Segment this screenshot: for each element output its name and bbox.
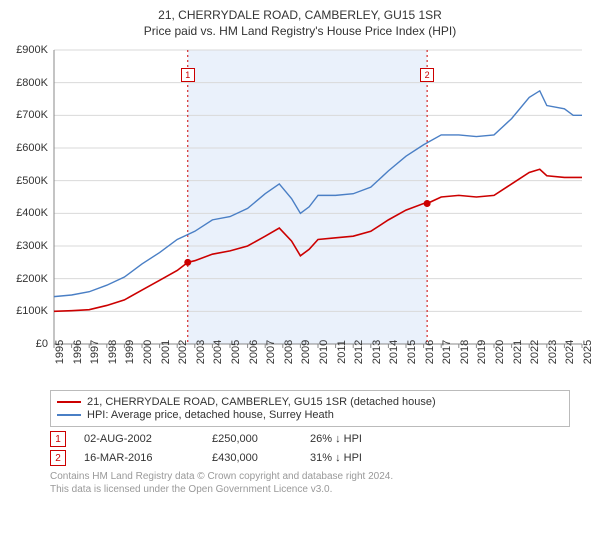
x-tick-label: 2013 [371, 340, 383, 364]
x-tick-label: 2023 [547, 340, 559, 364]
x-tick-label: 2011 [336, 340, 348, 364]
annotation-date: 02-AUG-2002 [84, 433, 194, 445]
x-tick-label: 2019 [476, 340, 488, 364]
x-tick-label: 2009 [300, 340, 312, 364]
x-tick-label: 2001 [160, 340, 172, 364]
x-tick-label: 2005 [230, 340, 242, 364]
footer-line-2: This data is licensed under the Open Gov… [50, 483, 570, 496]
annotation-marker: 1 [50, 431, 66, 447]
annotation-price: £250,000 [212, 433, 292, 445]
x-tick-label: 1999 [124, 340, 136, 364]
legend-label: 21, CHERRYDALE ROAD, CAMBERLEY, GU15 1SR… [87, 396, 436, 408]
annotation-row: 1 02-AUG-2002 £250,000 26% ↓ HPI [50, 431, 570, 447]
annotations-table: 1 02-AUG-2002 £250,000 26% ↓ HPI 2 16-MAR-201… [50, 431, 570, 466]
y-tick-label: £600K [8, 142, 48, 154]
x-tick-label: 2018 [459, 340, 471, 364]
x-tick-label: 2006 [248, 340, 260, 364]
footer-line-1: Contains HM Land Registry data © Crown c… [50, 470, 570, 483]
chart-container: 21, CHERRYDALE ROAD, CAMBERLEY, GU15 1SR… [0, 0, 600, 500]
legend-row: HPI: Average price, detached house, Surr… [57, 409, 563, 421]
y-tick-label: £0 [8, 338, 48, 350]
chart-marker-1: 1 [181, 68, 195, 82]
legend: 21, CHERRYDALE ROAD, CAMBERLEY, GU15 1SR… [50, 390, 570, 427]
x-tick-label: 2022 [529, 340, 541, 364]
x-tick-label: 2008 [283, 340, 295, 364]
y-tick-label: £800K [8, 77, 48, 89]
x-tick-label: 2000 [142, 340, 154, 364]
y-tick-label: £300K [8, 240, 48, 252]
footer-attribution: Contains HM Land Registry data © Crown c… [50, 470, 570, 496]
y-tick-label: £100K [8, 305, 48, 317]
legend-swatch [57, 401, 81, 403]
y-tick-label: £500K [8, 175, 48, 187]
x-tick-label: 1997 [89, 340, 101, 364]
line-chart: £0 £100K £200K £300K £400K £500K £600K £700K £80… [10, 44, 590, 384]
annotation-pct: 26% ↓ HPI [310, 433, 362, 445]
x-tick-label: 2007 [265, 340, 277, 364]
x-tick-label: 2020 [494, 340, 506, 364]
chart-svg [10, 44, 590, 384]
x-tick-label: 2015 [406, 340, 418, 364]
y-tick-label: £700K [8, 109, 48, 121]
x-tick-label: 2024 [564, 340, 576, 364]
x-tick-label: 2017 [441, 340, 453, 364]
legend-label: HPI: Average price, detached house, Surr… [87, 409, 334, 421]
x-tick-label: 2010 [318, 340, 330, 364]
x-tick-label: 2016 [424, 340, 436, 364]
chart-marker-2: 2 [420, 68, 434, 82]
x-tick-label: 2002 [177, 340, 189, 364]
x-tick-label: 2021 [512, 340, 524, 364]
legend-swatch [57, 414, 81, 416]
x-tick-label: 2003 [195, 340, 207, 364]
annotation-price: £430,000 [212, 452, 292, 464]
y-tick-label: £200K [8, 273, 48, 285]
x-tick-label: 2014 [388, 340, 400, 364]
x-tick-label: 2004 [212, 340, 224, 364]
annotation-date: 16-MAR-2016 [84, 452, 194, 464]
y-tick-label: £400K [8, 207, 48, 219]
x-tick-label: 1998 [107, 340, 119, 364]
legend-row: 21, CHERRYDALE ROAD, CAMBERLEY, GU15 1SR… [57, 396, 563, 408]
chart-title: 21, CHERRYDALE ROAD, CAMBERLEY, GU15 1SR [10, 8, 590, 22]
annotation-pct: 31% ↓ HPI [310, 452, 362, 464]
annotation-marker: 2 [50, 450, 66, 466]
x-tick-label: 1996 [72, 340, 84, 364]
x-tick-label: 2012 [353, 340, 365, 364]
x-tick-label: 1995 [54, 340, 66, 364]
annotation-row: 2 16-MAR-2016 £430,000 31% ↓ HPI [50, 450, 570, 466]
x-tick-label: 2025 [582, 340, 594, 364]
chart-subtitle: Price paid vs. HM Land Registry's House … [10, 24, 590, 38]
y-tick-label: £900K [8, 44, 48, 56]
